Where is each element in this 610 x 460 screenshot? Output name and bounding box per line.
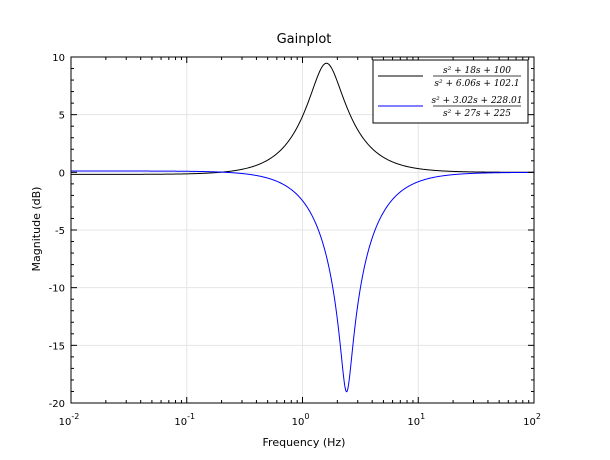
legend-denominator: s² + 27s + 225 [443, 109, 511, 119]
y-axis-label: Magnitude (dB) [30, 187, 43, 272]
y-tick-label: 5 [59, 111, 65, 122]
legend: s² + 18s + 100 s² + 6.06s + 102.1 s² + 3.0… [372, 59, 529, 124]
x-tick-label: 10-2 [59, 412, 80, 428]
grid [70, 56, 535, 404]
legend-numerator: s² + 3.02s + 228.01 [432, 96, 523, 106]
axes: 10-2 10-1 100 101 102 10 5 0 -5 -10 -15 -20 [49, 53, 541, 428]
y-tick-label: 10 [52, 53, 65, 64]
series-line [71, 62, 534, 175]
x-tick-label: 101 [407, 412, 425, 428]
legend-denominator: s² + 6.06s + 102.1 [434, 79, 519, 89]
y-tick-label: 0 [59, 168, 65, 179]
legend-numerator: s² + 18s + 100 [443, 66, 511, 76]
y-tick-label: -10 [49, 284, 65, 295]
chart-title: Gainplot [277, 32, 332, 47]
series-line [71, 170, 534, 393]
x-tick-label: 100 [292, 412, 310, 428]
plot-curves [71, 62, 534, 393]
x-tick-label: 10-1 [174, 412, 195, 428]
x-tick-label: 102 [523, 412, 541, 428]
legend-box [372, 59, 529, 124]
y-tick-label: -5 [55, 226, 65, 237]
y-tick-label: -20 [49, 399, 65, 410]
x-axis-label: Frequency (Hz) [263, 436, 346, 449]
y-tick-label: -15 [49, 341, 65, 352]
